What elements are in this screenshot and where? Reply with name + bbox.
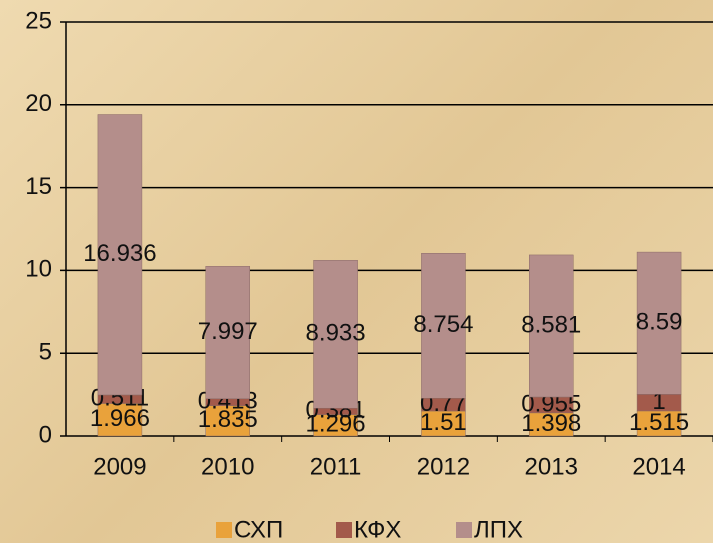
- bar-segment: [313, 260, 358, 409]
- y-tick-label: 10: [25, 256, 52, 283]
- x-tick-label: 2009: [93, 453, 146, 480]
- x-tick-label: 2010: [201, 453, 254, 480]
- data-label: 1: [652, 388, 665, 415]
- data-label: 7.997: [198, 318, 258, 345]
- x-tick-label: 2013: [525, 453, 578, 480]
- bar-segment: [97, 114, 143, 396]
- legend-swatch: [456, 522, 472, 538]
- x-tick-label: 2014: [632, 453, 685, 480]
- bar-segment: [529, 254, 574, 398]
- data-label: 1.51: [420, 409, 467, 436]
- y-tick-label: 25: [25, 7, 52, 34]
- data-label: 8.59: [636, 309, 683, 336]
- y-tick-label: 15: [25, 173, 52, 200]
- x-tick-label: 2012: [417, 453, 470, 480]
- data-label: 8.933: [306, 320, 366, 347]
- legend-label: ЛПХ: [474, 516, 523, 543]
- y-tick-label: 5: [39, 339, 52, 366]
- legend-swatch: [216, 522, 232, 538]
- data-label: 1.296: [306, 411, 366, 438]
- data-label: 1.835: [198, 406, 258, 433]
- bar-segment: [636, 410, 682, 437]
- bar-segment: [205, 405, 250, 437]
- data-label: 8.754: [413, 311, 473, 338]
- legend-swatch: [336, 522, 352, 538]
- bar-segment: [97, 403, 143, 437]
- bar-segment: [636, 251, 682, 395]
- y-tick-label: 0: [39, 421, 52, 448]
- data-label: 1.515: [629, 409, 689, 436]
- data-label: 1.398: [521, 410, 581, 437]
- data-label: 1.966: [90, 405, 150, 432]
- data-label: 8.581: [521, 311, 581, 338]
- data-label: 16.936: [83, 240, 156, 267]
- bar-segment: [421, 253, 466, 399]
- legend-label: СХП: [234, 516, 283, 543]
- legend-label: КФХ: [354, 516, 401, 543]
- bar-segment: [205, 266, 250, 400]
- x-tick-label: 2011: [310, 453, 362, 480]
- y-tick-label: 20: [25, 90, 52, 117]
- bar-segment: [421, 410, 466, 437]
